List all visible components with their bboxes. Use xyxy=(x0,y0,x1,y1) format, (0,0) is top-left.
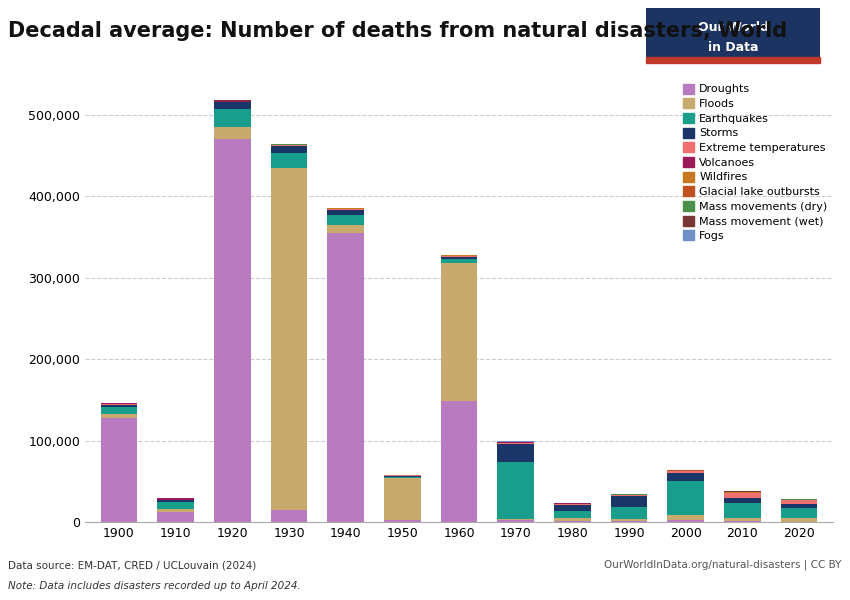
Bar xyxy=(270,510,308,522)
Bar xyxy=(157,509,194,512)
Bar xyxy=(327,209,364,210)
Bar xyxy=(610,496,648,507)
Bar xyxy=(724,493,761,497)
Bar xyxy=(667,471,704,473)
Bar xyxy=(440,401,478,522)
Bar xyxy=(780,508,818,518)
Bar xyxy=(384,478,421,520)
Bar xyxy=(610,507,648,519)
Bar xyxy=(724,518,761,521)
Text: Our World: Our World xyxy=(698,20,768,34)
Bar xyxy=(327,224,364,233)
Bar xyxy=(610,495,648,496)
Bar xyxy=(270,145,308,146)
Bar xyxy=(327,210,364,215)
Bar xyxy=(667,515,704,520)
Bar xyxy=(610,521,648,522)
Bar xyxy=(667,473,704,481)
Bar xyxy=(157,500,194,502)
Bar xyxy=(724,521,761,522)
Legend: Droughts, Floods, Earthquakes, Storms, Extreme temperatures, Volcanoes, Wildfire: Droughts, Floods, Earthquakes, Storms, E… xyxy=(683,83,827,241)
Text: in Data: in Data xyxy=(708,41,758,54)
Text: Note: Data includes disasters recorded up to April 2024.: Note: Data includes disasters recorded u… xyxy=(8,581,301,591)
Bar xyxy=(214,101,251,102)
Bar xyxy=(327,215,364,224)
Bar xyxy=(157,512,194,522)
Bar xyxy=(214,127,251,139)
Bar xyxy=(157,502,194,509)
Bar xyxy=(554,511,591,518)
Bar xyxy=(667,481,704,515)
Bar xyxy=(440,257,478,259)
Bar xyxy=(497,443,534,444)
Text: OurWorldInData.org/natural-disasters | CC BY: OurWorldInData.org/natural-disasters | C… xyxy=(604,559,842,570)
Bar xyxy=(100,418,138,522)
Bar xyxy=(554,503,591,505)
Bar xyxy=(384,477,421,478)
Bar xyxy=(724,503,761,518)
Bar xyxy=(554,521,591,522)
Bar xyxy=(497,444,534,462)
Bar xyxy=(214,102,251,103)
Bar xyxy=(327,233,364,522)
Bar xyxy=(440,259,478,263)
Bar xyxy=(100,404,138,407)
Bar xyxy=(270,146,308,153)
Bar xyxy=(440,263,478,401)
Bar xyxy=(610,519,648,521)
Bar xyxy=(440,256,478,257)
Bar xyxy=(270,153,308,167)
Bar xyxy=(497,519,534,520)
Text: Decadal average: Number of deaths from natural disasters, World: Decadal average: Number of deaths from n… xyxy=(8,21,788,41)
Bar xyxy=(780,503,818,508)
Bar xyxy=(214,109,251,127)
Bar xyxy=(554,505,591,511)
Bar xyxy=(100,407,138,413)
Bar xyxy=(214,103,251,109)
Bar xyxy=(497,520,534,522)
Bar xyxy=(724,497,761,503)
Text: Data source: EM-DAT, CRED / UCLouvain (2024): Data source: EM-DAT, CRED / UCLouvain (2… xyxy=(8,560,257,570)
Bar xyxy=(667,520,704,522)
Bar xyxy=(157,499,194,500)
Bar xyxy=(214,139,251,522)
Bar xyxy=(384,520,421,522)
Bar xyxy=(497,462,534,519)
Bar xyxy=(100,413,138,418)
Bar xyxy=(646,58,820,63)
Bar xyxy=(554,518,591,521)
Bar xyxy=(384,476,421,477)
Bar xyxy=(270,167,308,510)
Bar xyxy=(780,518,818,521)
Bar xyxy=(780,500,818,503)
